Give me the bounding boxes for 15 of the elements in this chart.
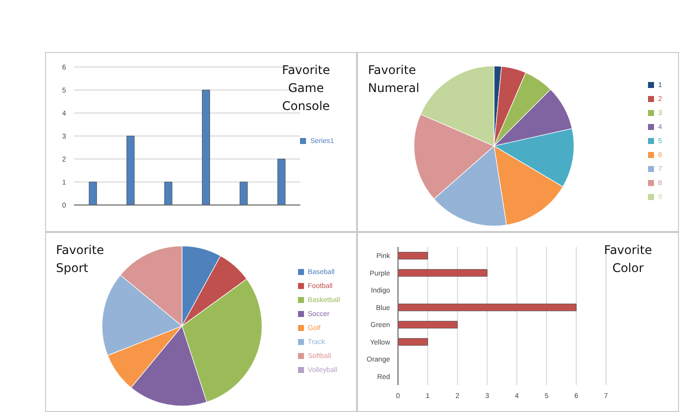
bar xyxy=(126,136,135,205)
bar xyxy=(202,90,210,205)
bar xyxy=(398,320,458,328)
bar xyxy=(164,182,172,205)
bar xyxy=(398,252,428,260)
bar xyxy=(240,182,248,205)
text: Favorite Game Console xyxy=(281,62,331,115)
bar xyxy=(398,338,428,346)
bar xyxy=(88,182,97,205)
bar xyxy=(398,304,576,312)
bar xyxy=(398,269,488,277)
text: Favorite Numeral xyxy=(368,62,420,97)
text: Favorite Sport xyxy=(56,242,105,277)
bar xyxy=(277,158,286,205)
chart-title: Favorite Color xyxy=(603,242,653,277)
